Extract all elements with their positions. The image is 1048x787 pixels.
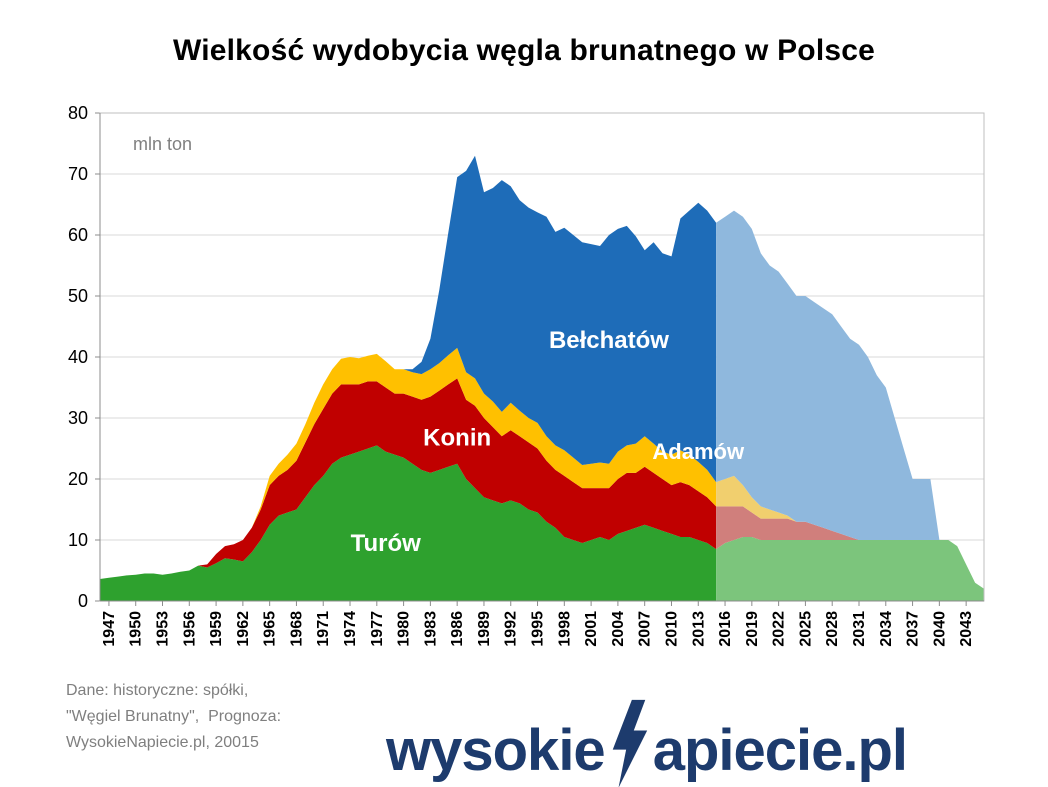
- x-tick-label: 2010: [663, 611, 680, 647]
- y-tick-label: 0: [78, 591, 88, 611]
- x-tick-label: 2034: [878, 611, 895, 647]
- chart-title: Wielkość wydobycia węgla brunatnego w Po…: [172, 34, 876, 67]
- x-tick-label: 2043: [958, 611, 975, 647]
- unit-label: mln ton: [133, 134, 192, 154]
- y-tick-label: 30: [68, 408, 88, 428]
- x-tick-label: 2025: [797, 611, 814, 647]
- area-adamow-forecast: [716, 475, 984, 589]
- x-tick-label: 1962: [235, 611, 252, 647]
- area-label-adamow: Adamów: [652, 439, 745, 464]
- area-label-konin: Konin: [423, 424, 491, 451]
- x-tick-label: 1977: [369, 611, 386, 647]
- logo-text-wysokie: wysokie: [386, 718, 606, 783]
- area-turow-forecast: [716, 537, 984, 601]
- x-tick-label: 1971: [315, 611, 332, 647]
- y-tick-label: 10: [68, 530, 88, 550]
- x-tick-label: 1950: [128, 611, 145, 647]
- brand-logo: wysokie apiecie.pl: [386, 694, 908, 787]
- area-belchatow-historical: [100, 155, 717, 579]
- x-tick-label: 1965: [262, 611, 279, 647]
- y-tick-label: 70: [68, 164, 88, 184]
- x-tick-label: 1956: [181, 611, 198, 647]
- logo-text-apiecie: apiecie.pl: [652, 718, 908, 783]
- x-tick-label: 2037: [905, 611, 922, 647]
- x-tick-label: 2028: [824, 611, 841, 647]
- area-adamow-historical: [100, 347, 717, 579]
- x-tick-label: 1968: [288, 611, 305, 647]
- x-tick-label: 1983: [422, 611, 439, 647]
- area-konin-forecast: [716, 506, 984, 589]
- area-label-belchatow: Bełchatów: [549, 327, 669, 354]
- source-note-line: Dane: historyczne: spółki,: [66, 682, 249, 699]
- x-tick-label: 2007: [637, 611, 654, 647]
- x-tick-label: 1974: [342, 611, 359, 647]
- area-konin-historical: [100, 378, 717, 579]
- source-note: Dane: historyczne: spółki, "Węgiel Bruna…: [66, 678, 281, 756]
- x-tick-label: 2019: [744, 611, 761, 647]
- y-tick-label: 80: [68, 103, 88, 123]
- x-tick-label: 1980: [396, 611, 413, 647]
- x-tick-label: 2013: [690, 611, 707, 647]
- x-tick-label: 2016: [717, 611, 734, 647]
- y-tick-label: 20: [68, 469, 88, 489]
- lightning-bolt-icon: [612, 699, 647, 787]
- x-tick-label: 1989: [476, 611, 493, 647]
- x-tick-label: 1995: [530, 611, 547, 647]
- area-turow-historical: [100, 445, 717, 601]
- y-tick-label: 60: [68, 225, 88, 245]
- x-tick-label: 2001: [583, 611, 600, 647]
- y-tick-label: 50: [68, 286, 88, 306]
- y-tick-label: 40: [68, 347, 88, 367]
- area-label-turow: Turów: [351, 530, 422, 557]
- x-tick-label: 1986: [449, 611, 466, 647]
- x-tick-label: 1998: [556, 611, 573, 647]
- source-note-line: "Węgiel Brunatny", Prognoza:: [66, 708, 282, 725]
- source-note-line: WysokieNapiecie.pl, 20015: [66, 734, 259, 751]
- x-tick-label: 1992: [503, 611, 520, 647]
- x-tick-label: 2004: [610, 611, 627, 647]
- x-tick-label: 2022: [771, 611, 788, 647]
- x-tick-label: 1959: [208, 611, 225, 647]
- x-tick-label: 1947: [101, 611, 118, 647]
- x-tick-label: 2040: [931, 611, 948, 647]
- x-tick-label: 1953: [155, 611, 172, 647]
- area-belchatow-forecast: [716, 210, 984, 589]
- x-tick-label: 2031: [851, 611, 868, 647]
